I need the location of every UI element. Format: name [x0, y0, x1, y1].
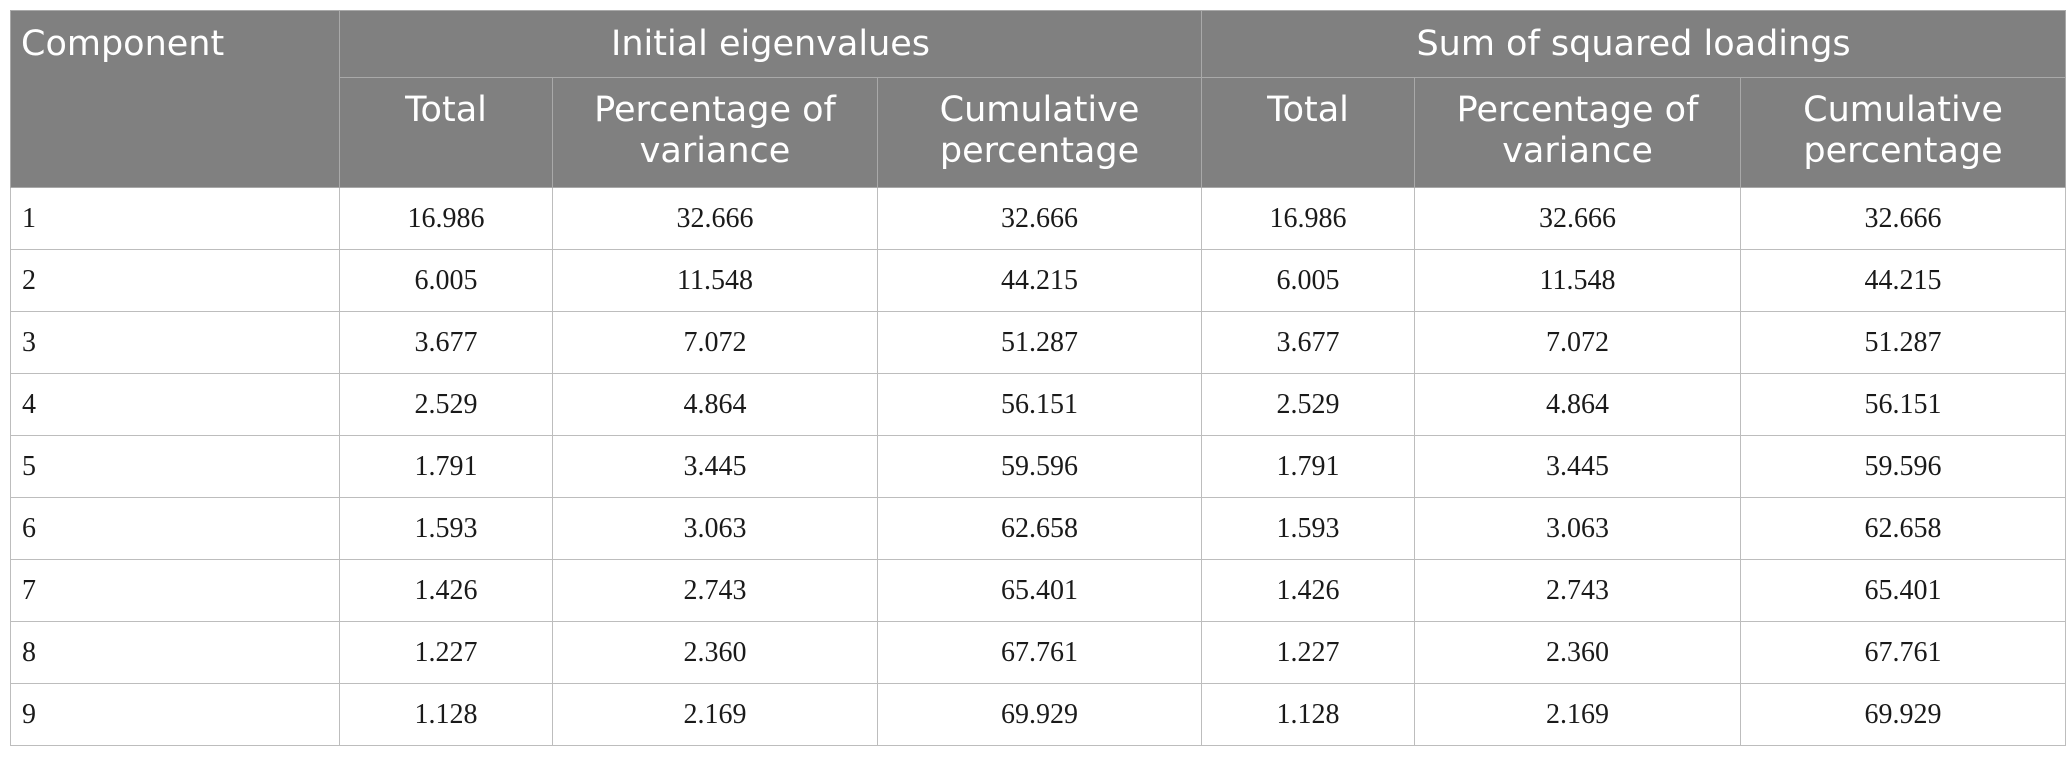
- cell-initial-total: 16.986: [339, 187, 553, 250]
- header-group-sum-squared-loadings: Sum of squared loadings: [1201, 10, 2067, 78]
- cell-sum-cumulative-percentage: 69.929: [1740, 683, 2067, 746]
- table-row: 3 3.677 7.072 51.287 3.677 7.072 51.287: [10, 311, 2067, 374]
- cell-initial-total: 3.677: [339, 311, 553, 374]
- cell-sum-percentage-of-variance: 3.445: [1414, 435, 1742, 498]
- cell-initial-percentage-of-variance: 3.445: [552, 435, 878, 498]
- eigenvalue-table-container: Component Initial eigenvalues Sum of squ…: [10, 10, 2067, 746]
- cell-sum-percentage-of-variance: 7.072: [1414, 311, 1742, 374]
- cell-component: 2: [10, 249, 340, 312]
- table-row: 9 1.128 2.169 69.929 1.128 2.169 69.929: [10, 683, 2067, 746]
- cell-sum-total: 6.005: [1201, 249, 1416, 312]
- cell-sum-cumulative-percentage: 32.666: [1740, 187, 2067, 250]
- table-row: 7 1.426 2.743 65.401 1.426 2.743 65.401: [10, 559, 2067, 622]
- header-component: Component: [10, 10, 340, 188]
- cell-initial-total: 6.005: [339, 249, 553, 312]
- cell-sum-total: 2.529: [1201, 373, 1416, 436]
- cell-initial-percentage-of-variance: 3.063: [552, 497, 878, 560]
- cell-initial-cumulative-percentage: 56.151: [876, 373, 1203, 436]
- cell-component: 6: [10, 497, 340, 560]
- cell-sum-cumulative-percentage: 56.151: [1740, 373, 2067, 436]
- header-initial-cumulative-percentage: Cumulative percentage: [876, 77, 1203, 188]
- table-row: 5 1.791 3.445 59.596 1.791 3.445 59.596: [10, 435, 2067, 498]
- cell-component: 7: [10, 559, 340, 622]
- table-row: 2 6.005 11.548 44.215 6.005 11.548 44.215: [10, 249, 2067, 312]
- cell-sum-cumulative-percentage: 51.287: [1740, 311, 2067, 374]
- cell-initial-cumulative-percentage: 44.215: [876, 249, 1203, 312]
- cell-initial-cumulative-percentage: 67.761: [876, 621, 1203, 684]
- cell-sum-cumulative-percentage: 65.401: [1740, 559, 2067, 622]
- table-row: 4 2.529 4.864 56.151 2.529 4.864 56.151: [10, 373, 2067, 436]
- cell-component: 8: [10, 621, 340, 684]
- cell-sum-percentage-of-variance: 2.743: [1414, 559, 1742, 622]
- cell-sum-cumulative-percentage: 59.596: [1740, 435, 2067, 498]
- cell-initial-percentage-of-variance: 2.169: [552, 683, 878, 746]
- cell-initial-percentage-of-variance: 2.360: [552, 621, 878, 684]
- cell-sum-total: 1.227: [1201, 621, 1416, 684]
- cell-initial-cumulative-percentage: 51.287: [876, 311, 1203, 374]
- cell-component: 9: [10, 683, 340, 746]
- table-row: 1 16.986 32.666 32.666 16.986 32.666 32.666: [10, 187, 2067, 250]
- cell-sum-total: 1.426: [1201, 559, 1416, 622]
- cell-initial-percentage-of-variance: 7.072: [552, 311, 878, 374]
- cell-sum-total: 1.791: [1201, 435, 1416, 498]
- header-sum-total: Total: [1201, 77, 1416, 188]
- table-row: 8 1.227 2.360 67.761 1.227 2.360 67.761: [10, 621, 2067, 684]
- eigenvalue-table: Component Initial eigenvalues Sum of squ…: [10, 10, 2067, 746]
- cell-initial-total: 1.593: [339, 497, 553, 560]
- header-sum-percentage-of-variance: Percentage of variance: [1414, 77, 1742, 188]
- cell-sum-cumulative-percentage: 67.761: [1740, 621, 2067, 684]
- cell-initial-cumulative-percentage: 62.658: [876, 497, 1203, 560]
- table-row: 6 1.593 3.063 62.658 1.593 3.063 62.658: [10, 497, 2067, 560]
- cell-sum-cumulative-percentage: 62.658: [1740, 497, 2067, 560]
- cell-initial-total: 1.128: [339, 683, 553, 746]
- cell-component: 1: [10, 187, 340, 250]
- cell-sum-percentage-of-variance: 2.169: [1414, 683, 1742, 746]
- table-body: 1 16.986 32.666 32.666 16.986 32.666 32.666 2 6.…: [10, 187, 2067, 746]
- header-group-initial-eigenvalues: Initial eigenvalues: [338, 10, 1203, 78]
- cell-sum-total: 1.593: [1201, 497, 1416, 560]
- table-header: Component Initial eigenvalues Sum of squ…: [10, 10, 2067, 188]
- cell-initial-cumulative-percentage: 69.929: [876, 683, 1203, 746]
- cell-sum-total: 3.677: [1201, 311, 1416, 374]
- cell-initial-percentage-of-variance: 11.548: [552, 249, 878, 312]
- cell-sum-percentage-of-variance: 4.864: [1414, 373, 1742, 436]
- cell-sum-total: 16.986: [1201, 187, 1416, 250]
- cell-component: 4: [10, 373, 340, 436]
- cell-initial-percentage-of-variance: 4.864: [552, 373, 878, 436]
- cell-sum-percentage-of-variance: 2.360: [1414, 621, 1742, 684]
- header-initial-total: Total: [339, 77, 553, 188]
- cell-initial-cumulative-percentage: 59.596: [876, 435, 1203, 498]
- cell-component: 5: [10, 435, 340, 498]
- cell-sum-cumulative-percentage: 44.215: [1740, 249, 2067, 312]
- header-sum-cumulative-percentage: Cumulative percentage: [1740, 77, 2067, 188]
- cell-sum-percentage-of-variance: 32.666: [1414, 187, 1742, 250]
- cell-initial-total: 1.791: [339, 435, 553, 498]
- cell-initial-total: 1.426: [339, 559, 553, 622]
- cell-initial-total: 2.529: [339, 373, 553, 436]
- cell-component: 3: [10, 311, 340, 374]
- header-row-groups: Component Initial eigenvalues Sum of squ…: [10, 10, 2067, 188]
- cell-initial-cumulative-percentage: 32.666: [876, 187, 1203, 250]
- cell-sum-percentage-of-variance: 11.548: [1414, 249, 1742, 312]
- cell-sum-percentage-of-variance: 3.063: [1414, 497, 1742, 560]
- cell-initial-cumulative-percentage: 65.401: [876, 559, 1203, 622]
- header-row-subcolumns: Total Percentage of variance Cumulative …: [11, 77, 2067, 188]
- header-initial-percentage-of-variance: Percentage of variance: [552, 77, 878, 188]
- cell-initial-percentage-of-variance: 32.666: [552, 187, 878, 250]
- cell-initial-total: 1.227: [339, 621, 553, 684]
- cell-initial-percentage-of-variance: 2.743: [552, 559, 878, 622]
- cell-sum-total: 1.128: [1201, 683, 1416, 746]
